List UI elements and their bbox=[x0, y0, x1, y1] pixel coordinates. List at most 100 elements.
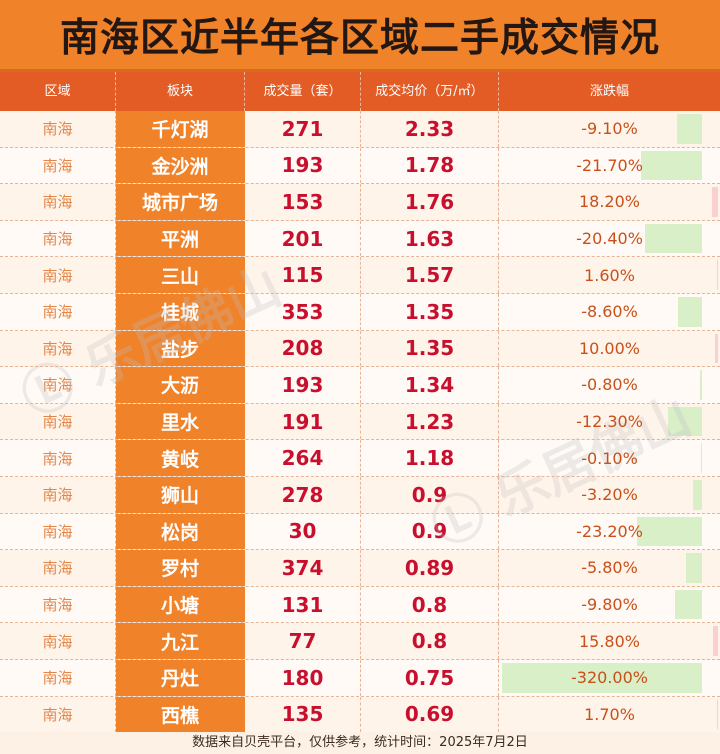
price-cell: 0.9 bbox=[361, 476, 499, 513]
change-value: -9.80% bbox=[581, 595, 638, 615]
table-row: 南海 盐步 208 1.35 10.00% bbox=[0, 330, 720, 368]
block-cell: 城市广场 bbox=[116, 184, 245, 220]
region-cell: 南海 bbox=[0, 440, 116, 476]
volume-cell: 278 bbox=[245, 476, 361, 513]
table-row: 南海 金沙洲 193 1.78 -21.70% bbox=[0, 147, 720, 185]
price-cell: 1.23 bbox=[361, 403, 499, 440]
region-cell: 南海 bbox=[0, 550, 116, 586]
change-bar bbox=[677, 296, 702, 327]
change-cell: -21.70% bbox=[499, 148, 720, 184]
change-value: -3.20% bbox=[581, 485, 638, 505]
volume-cell: 191 bbox=[245, 403, 361, 440]
change-value: -20.40% bbox=[576, 229, 643, 249]
change-value: 1.70% bbox=[584, 704, 635, 724]
change-bar bbox=[502, 662, 702, 693]
block-cell: 九江 bbox=[116, 623, 245, 659]
page-title: 南海区近半年各区域二手成交情况 bbox=[59, 15, 660, 61]
price-cell: 1.18 bbox=[361, 440, 499, 476]
volume-cell: 180 bbox=[245, 659, 361, 696]
table-row: 南海 黄岐 264 1.18 -0.10% bbox=[0, 440, 720, 477]
volume-cell: 193 bbox=[245, 147, 361, 184]
block-cell: 罗村 bbox=[116, 550, 245, 586]
volume-cell: 271 bbox=[245, 111, 361, 147]
change-value: -0.80% bbox=[581, 375, 638, 395]
region-cell: 南海 bbox=[0, 367, 116, 403]
volume-cell: 30 bbox=[245, 513, 361, 550]
table-header: 区域 板块 成交量（套） 成交均价（万/㎡） 涨跌幅 bbox=[0, 72, 720, 111]
change-cell: -8.60% bbox=[499, 294, 720, 330]
volume-cell: 135 bbox=[245, 696, 361, 733]
column-header-change: 涨跌幅 bbox=[589, 84, 629, 99]
change-cell: -20.40% bbox=[499, 221, 720, 257]
source-footnote: 数据来自贝壳平台，仅供参考，统计时间：2025年7月2日 bbox=[0, 732, 720, 754]
change-value: -23.20% bbox=[576, 521, 643, 541]
volume-cell: 201 bbox=[245, 220, 361, 257]
change-cell: -5.80% bbox=[499, 550, 720, 586]
price-cell: 1.76 bbox=[361, 184, 499, 220]
block-cell: 狮山 bbox=[116, 476, 245, 513]
region-cell: 南海 bbox=[0, 403, 116, 440]
table-body: 南海 千灯湖 271 2.33 -9.10% 南海 金沙洲 193 1.78 -21.70% 南海城… bbox=[0, 111, 720, 734]
change-value: -0.10% bbox=[581, 448, 638, 468]
volume-cell: 353 bbox=[245, 293, 361, 330]
region-cell: 南海 bbox=[0, 330, 116, 367]
change-value: -21.70% bbox=[576, 155, 643, 175]
block-cell: 小塘 bbox=[116, 586, 245, 623]
table-row: 南海 丹灶 180 0.75 -320.00% bbox=[0, 659, 720, 697]
region-cell: 南海 bbox=[0, 257, 116, 293]
change-bar bbox=[717, 699, 718, 730]
change-value: 15.80% bbox=[578, 631, 640, 651]
region-cell: 南海 bbox=[0, 220, 116, 257]
title-bar: 南海区近半年各区域二手成交情况 bbox=[0, 0, 720, 72]
change-value: -8.60% bbox=[581, 302, 638, 322]
change-bar bbox=[685, 553, 702, 583]
price-cell: 1.35 bbox=[361, 293, 499, 330]
table-row: 南海 三山 115 1.57 1.60% bbox=[0, 257, 720, 294]
change-value: -12.30% bbox=[576, 412, 643, 432]
price-cell: 0.69 bbox=[361, 696, 499, 733]
region-cell: 南海 bbox=[0, 586, 116, 623]
table-row: 南海 桂城 353 1.35 -8.60% bbox=[0, 293, 720, 331]
column-header-volume: 成交量（套） bbox=[245, 72, 361, 111]
region-cell: 南海 bbox=[0, 513, 116, 550]
change-cell: -0.10% bbox=[499, 440, 720, 476]
block-cell: 西樵 bbox=[116, 696, 245, 733]
volume-cell: 115 bbox=[245, 257, 361, 293]
table-row: 南海 西樵 135 0.69 1.70% bbox=[0, 696, 720, 734]
table-row: 南海 城市广场 153 1.76 18.20% bbox=[0, 184, 720, 221]
block-cell: 平洲 bbox=[116, 220, 245, 257]
price-cell: 0.75 bbox=[361, 659, 499, 696]
block-cell: 金沙洲 bbox=[116, 147, 245, 184]
block-cell: 黄岐 bbox=[116, 440, 245, 476]
change-value: -5.80% bbox=[581, 558, 638, 578]
block-cell: 大沥 bbox=[116, 367, 245, 403]
block-cell: 桂城 bbox=[116, 293, 245, 330]
table-row: 南海 小塘 131 0.8 -9.80% bbox=[0, 586, 720, 624]
block-cell: 盐步 bbox=[116, 330, 245, 367]
change-value: 10.00% bbox=[578, 338, 640, 358]
change-cell: -0.80% bbox=[499, 367, 720, 403]
block-cell: 三山 bbox=[116, 257, 245, 293]
table-row: 南海 大沥 193 1.34 -0.80% bbox=[0, 367, 720, 404]
change-bar bbox=[712, 187, 718, 217]
change-cell: -3.20% bbox=[499, 477, 720, 513]
change-bar bbox=[667, 406, 702, 437]
price-cell: 1.35 bbox=[361, 330, 499, 367]
price-cell: 2.33 bbox=[361, 111, 499, 147]
block-cell: 里水 bbox=[116, 403, 245, 440]
region-cell: 南海 bbox=[0, 184, 116, 220]
change-bar bbox=[699, 370, 702, 400]
change-cell: 1.70% bbox=[499, 697, 720, 733]
price-cell: 1.63 bbox=[361, 220, 499, 257]
change-bar bbox=[674, 589, 702, 620]
change-bar bbox=[676, 114, 702, 144]
column-header-price: 成交均价（万/㎡） bbox=[361, 72, 499, 111]
column-header-region: 区域 bbox=[0, 72, 116, 111]
price-cell: 0.8 bbox=[361, 586, 499, 623]
region-cell: 南海 bbox=[0, 111, 116, 147]
change-bar bbox=[717, 260, 718, 290]
change-cell: 18.20% bbox=[499, 184, 720, 220]
price-cell: 0.9 bbox=[361, 513, 499, 550]
block-cell: 丹灶 bbox=[116, 659, 245, 696]
